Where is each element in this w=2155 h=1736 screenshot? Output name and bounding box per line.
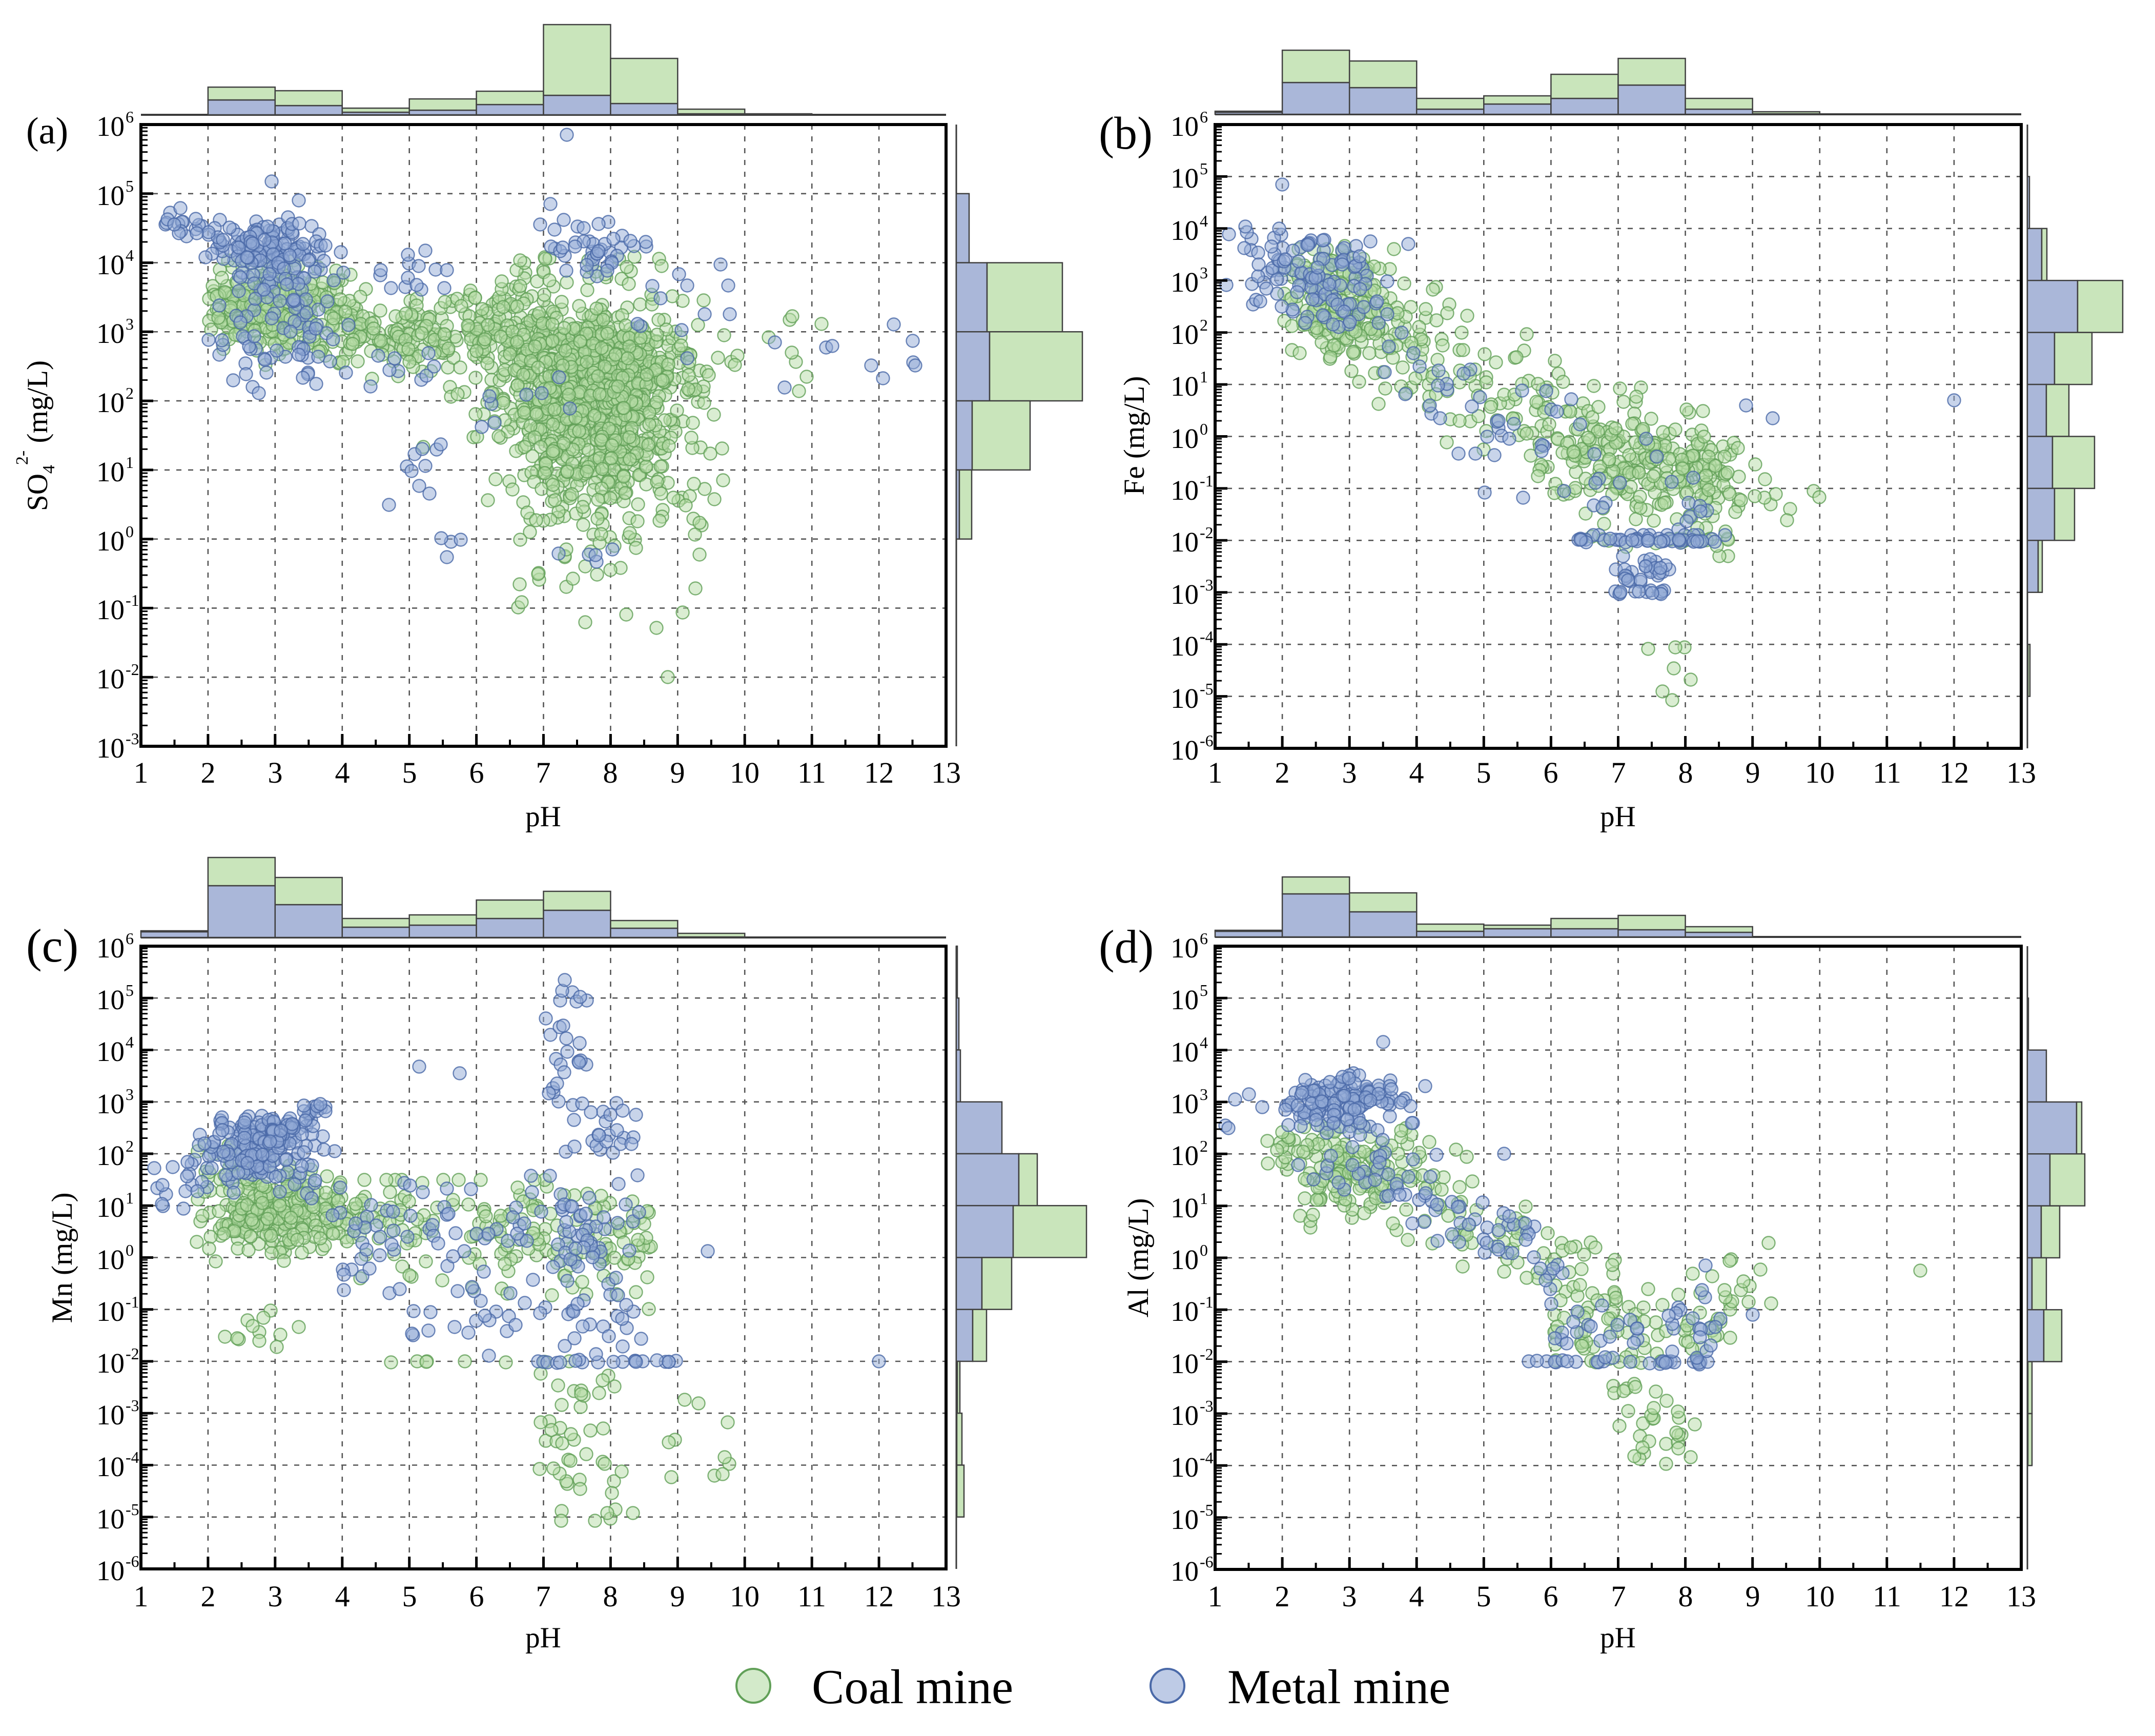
svg-text:10: 10 bbox=[96, 1555, 125, 1586]
svg-text:10: 10 bbox=[96, 111, 125, 142]
svg-text:-3: -3 bbox=[126, 729, 139, 748]
svg-text:1: 1 bbox=[126, 453, 134, 472]
svg-text:0: 0 bbox=[126, 522, 134, 541]
svg-text:5: 5 bbox=[126, 981, 134, 999]
svg-text:6: 6 bbox=[126, 108, 134, 126]
svg-text:-1: -1 bbox=[126, 1293, 139, 1311]
svg-text:10: 10 bbox=[96, 387, 125, 418]
svg-text:-1: -1 bbox=[126, 591, 139, 609]
svg-text:0: 0 bbox=[1200, 420, 1208, 438]
svg-text:6: 6 bbox=[126, 929, 134, 948]
svg-text:10: 10 bbox=[96, 1192, 125, 1223]
svg-text:0: 0 bbox=[126, 1241, 134, 1259]
svg-text:10: 10 bbox=[96, 984, 125, 1015]
svg-text:10: 10 bbox=[96, 1296, 125, 1327]
svg-text:10: 10 bbox=[1171, 630, 1199, 662]
svg-text:10: 10 bbox=[96, 1451, 125, 1482]
svg-text:10: 10 bbox=[96, 180, 125, 211]
svg-text:-3: -3 bbox=[1200, 576, 1214, 594]
svg-text:10: 10 bbox=[96, 932, 125, 964]
svg-text:10: 10 bbox=[1171, 734, 1199, 766]
svg-text:-2: -2 bbox=[126, 660, 139, 679]
svg-text:2: 2 bbox=[126, 384, 134, 402]
svg-text:-6: -6 bbox=[126, 1552, 139, 1570]
svg-text:10: 10 bbox=[96, 318, 125, 349]
svg-text:4: 4 bbox=[126, 1033, 134, 1051]
svg-text:10: 10 bbox=[96, 249, 125, 280]
svg-text:3: 3 bbox=[1200, 263, 1208, 282]
svg-text:10: 10 bbox=[1171, 683, 1199, 714]
svg-text:10: 10 bbox=[1171, 526, 1199, 558]
svg-text:1: 1 bbox=[1200, 367, 1208, 386]
svg-text:10: 10 bbox=[1171, 579, 1199, 610]
svg-text:3: 3 bbox=[126, 315, 134, 333]
svg-text:10: 10 bbox=[96, 1347, 125, 1379]
svg-text:10: 10 bbox=[1171, 267, 1199, 298]
svg-text:-5: -5 bbox=[1200, 680, 1214, 698]
svg-text:10: 10 bbox=[1171, 475, 1199, 506]
svg-text:10: 10 bbox=[1171, 371, 1199, 402]
svg-text:10: 10 bbox=[1171, 423, 1199, 454]
svg-text:10: 10 bbox=[96, 1399, 125, 1431]
svg-text:10: 10 bbox=[96, 525, 125, 557]
svg-text:10: 10 bbox=[1171, 162, 1199, 194]
svg-text:3: 3 bbox=[126, 1085, 134, 1104]
svg-text:4: 4 bbox=[126, 246, 134, 264]
svg-text:-4: -4 bbox=[1200, 627, 1214, 646]
svg-text:5: 5 bbox=[126, 177, 134, 195]
svg-text:-4: -4 bbox=[126, 1448, 139, 1466]
svg-text:10: 10 bbox=[96, 1244, 125, 1275]
svg-text:10: 10 bbox=[96, 456, 125, 487]
svg-text:10: 10 bbox=[96, 1088, 125, 1119]
svg-text:2: 2 bbox=[1200, 316, 1208, 334]
svg-text:-6: -6 bbox=[1200, 731, 1214, 750]
svg-text:2: 2 bbox=[126, 1137, 134, 1155]
svg-text:-5: -5 bbox=[126, 1500, 139, 1519]
svg-text:5: 5 bbox=[1200, 159, 1208, 178]
svg-text:10: 10 bbox=[1171, 111, 1199, 142]
svg-text:10: 10 bbox=[96, 663, 125, 695]
svg-text:4: 4 bbox=[1200, 212, 1208, 230]
svg-text:10: 10 bbox=[96, 1036, 125, 1067]
svg-text:-2: -2 bbox=[1200, 523, 1214, 542]
svg-text:10: 10 bbox=[96, 732, 125, 764]
svg-text:10: 10 bbox=[96, 1503, 125, 1535]
svg-text:6: 6 bbox=[1200, 108, 1208, 126]
svg-text:-3: -3 bbox=[126, 1396, 139, 1415]
svg-text:-2: -2 bbox=[126, 1344, 139, 1363]
svg-text:-1: -1 bbox=[1200, 472, 1214, 490]
svg-text:10: 10 bbox=[96, 594, 125, 625]
svg-text:1: 1 bbox=[126, 1189, 134, 1207]
svg-text:10: 10 bbox=[96, 1140, 125, 1171]
svg-text:10: 10 bbox=[1171, 319, 1199, 350]
svg-text:10: 10 bbox=[1171, 215, 1199, 246]
